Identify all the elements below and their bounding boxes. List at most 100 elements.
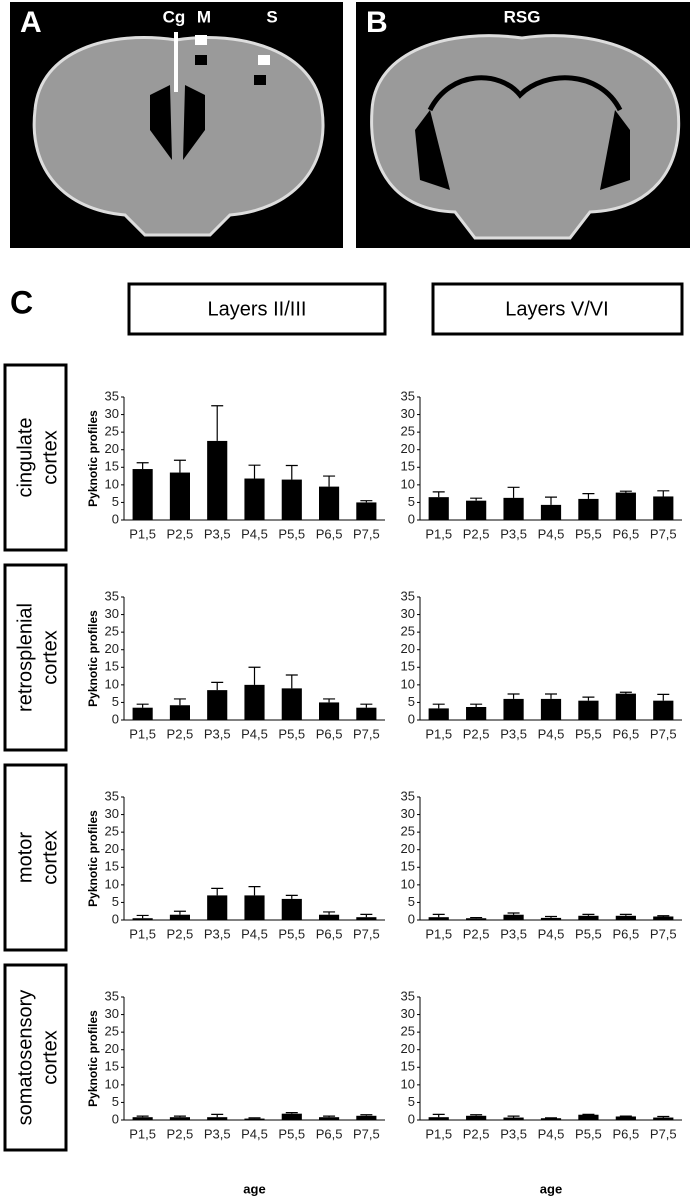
x-tick-label: P6,5 [612, 726, 639, 741]
error-bar [545, 693, 557, 699]
x-tick-label: P7,5 [650, 1126, 677, 1141]
y-tick-label: 25 [401, 1024, 415, 1039]
row-header: cortex [39, 830, 61, 884]
bar [428, 708, 449, 720]
y-tick-label: 5 [408, 494, 415, 509]
error-bar [136, 703, 149, 708]
row-header-box [3, 363, 68, 552]
ventricle [150, 85, 205, 160]
error-bar [136, 914, 149, 919]
x-tick-label: P4,5 [538, 1126, 565, 1141]
y-tick-label: 15 [401, 459, 415, 474]
error-bar [248, 886, 261, 896]
y-tick-label: 10 [401, 1076, 415, 1091]
row-header: somatosensory [14, 990, 36, 1126]
error-bar [507, 1115, 520, 1118]
x-tick-label: P5,5 [278, 926, 305, 941]
x-tick-label: P3,5 [204, 726, 231, 741]
error-bar [211, 681, 224, 691]
x-tick-label: P3,5 [500, 526, 527, 541]
y-tick-label: 30 [401, 1006, 415, 1021]
y-tick-label: 10 [105, 876, 119, 891]
y-tick-label: 25 [401, 624, 415, 639]
y-tick-label: 30 [401, 406, 415, 421]
x-tick-label: P7,5 [353, 526, 380, 541]
x-tick-label: P4,5 [538, 726, 565, 741]
marker [195, 35, 207, 45]
bar [615, 915, 636, 920]
error-bar [545, 496, 557, 505]
bar [281, 1113, 302, 1120]
y-tick-label: 0 [112, 511, 119, 526]
x-tick-label: P4,5 [241, 726, 268, 741]
bar [356, 502, 377, 520]
bar [428, 1117, 449, 1120]
bar [169, 1117, 190, 1120]
error-bar [211, 887, 224, 896]
y-tick-label: 10 [105, 476, 119, 491]
y-tick-label: 35 [401, 588, 415, 603]
bar [503, 914, 524, 920]
bar [653, 916, 674, 920]
bar [503, 1117, 524, 1120]
y-tick-label: 30 [105, 406, 119, 421]
error-bar [582, 696, 595, 701]
error-bar [582, 913, 595, 916]
error-bar [360, 703, 373, 708]
error-bar [657, 490, 670, 497]
error-bar [657, 915, 670, 917]
bar [356, 917, 377, 920]
x-tick-label: P4,5 [538, 926, 565, 941]
error-bar [619, 913, 632, 916]
bar [281, 479, 302, 520]
bar [207, 690, 228, 720]
x-tick-label: P7,5 [353, 926, 380, 941]
y-tick-label: 5 [112, 894, 119, 909]
x-tick-label: P5,5 [278, 726, 305, 741]
x-tick-label: P3,5 [500, 926, 527, 941]
bar [466, 918, 487, 920]
error-bar [432, 1113, 445, 1118]
row-header: cortex [39, 1030, 61, 1084]
x-tick-label: P1,5 [425, 526, 452, 541]
bar [428, 917, 449, 920]
error-bar [248, 666, 261, 685]
column-header: Layers V/VI [505, 298, 608, 320]
error-bar [360, 913, 373, 918]
y-tick-label: 20 [105, 641, 119, 656]
error-bar [248, 1117, 261, 1119]
y-tick-label: 5 [112, 694, 119, 709]
x-tick-label: P4,5 [241, 526, 268, 541]
error-bar [323, 911, 336, 915]
x-tick-label: P3,5 [500, 1126, 527, 1141]
y-tick-label: 35 [401, 388, 415, 403]
y-tick-label: 35 [401, 788, 415, 803]
y-tick-label: 35 [105, 988, 119, 1003]
error-bar [323, 698, 336, 703]
error-bar [323, 1115, 336, 1118]
y-tick-label: 10 [401, 876, 415, 891]
column-header: Layers II/III [208, 298, 307, 320]
x-tick-label: P2,5 [463, 726, 490, 741]
x-tick-label: P6,5 [612, 1126, 639, 1141]
y-tick-label: 0 [408, 711, 415, 726]
y-tick-label: 35 [105, 588, 119, 603]
bar [132, 707, 153, 720]
x-tick-label: P2,5 [463, 926, 490, 941]
x-tick-label: P2,5 [463, 1126, 490, 1141]
error-bar [619, 691, 632, 694]
y-tick-label: 0 [112, 911, 119, 926]
y-tick-label: 25 [105, 424, 119, 439]
x-tick-label: P6,5 [316, 526, 343, 541]
y-tick-label: 25 [105, 1024, 119, 1039]
error-bar [582, 493, 595, 499]
row-header: motor [14, 832, 36, 883]
y-tick-label: 30 [401, 606, 415, 621]
y-tick-label: 20 [105, 841, 119, 856]
y-tick-label: 20 [401, 641, 415, 656]
x-tick-label: P7,5 [650, 726, 677, 741]
brain-section [32, 36, 325, 237]
y-tick-label: 0 [112, 1111, 119, 1126]
y-tick-label: 10 [105, 1076, 119, 1091]
y-tick-label: 30 [105, 806, 119, 821]
